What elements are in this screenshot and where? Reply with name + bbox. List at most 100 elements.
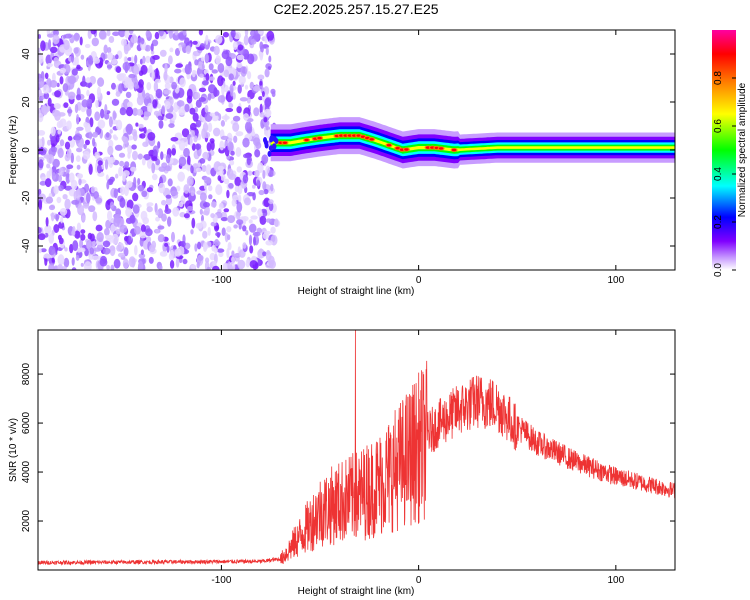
heatmap-noise-cell <box>78 247 86 253</box>
heatmap-noise-cell <box>158 120 164 129</box>
heatmap-noise-cell <box>268 55 272 63</box>
heatmap-noise-cell <box>108 116 113 128</box>
heatmap-noise-cell <box>180 240 186 248</box>
heatmap-noise-cell <box>38 248 42 254</box>
heatmap-noise-cell <box>157 208 164 219</box>
heatmap-noise-cell <box>51 257 55 263</box>
heatmap-noise-cell <box>257 162 264 174</box>
heatmap-noise-cell <box>207 122 213 133</box>
heatmap-noise-cell <box>117 76 123 82</box>
heatmap-noise-cell <box>215 184 223 196</box>
heatmap-noise-cell <box>89 117 94 128</box>
heatmap-noise-cell <box>170 137 179 142</box>
heatmap-noise-cell <box>200 43 205 48</box>
heatmap-noise-cell <box>190 229 194 235</box>
heatmap-noise-cell <box>145 92 150 100</box>
heatmap-noise-cell <box>87 55 93 65</box>
heatmap-noise-cell <box>220 135 229 140</box>
heatmap-x-ticks: -100 0 100 <box>211 30 625 286</box>
heatmap-noise-cell <box>83 121 88 128</box>
heatmap-noise-cell <box>158 182 166 194</box>
heatmap-noise-cell <box>61 266 67 270</box>
heatmap-noise-cell <box>249 245 254 254</box>
heatmap-noise-cell <box>83 143 87 150</box>
heatmap-noise-cell <box>202 122 209 133</box>
heatmap-noise-cell <box>63 102 69 108</box>
heatmap-noise-cell <box>113 258 121 269</box>
heatmap-noise-cell <box>85 77 91 84</box>
heatmap-noise-cell <box>201 165 207 172</box>
figure-title: C2E2.2025.257.15.27.E25 <box>273 1 438 17</box>
heatmap-noise-cell <box>64 247 68 252</box>
heatmap-noise-cell <box>71 68 78 76</box>
heatmap-noise-cell <box>174 68 182 74</box>
heatmap-noise-cell <box>170 190 179 196</box>
snr-y-tick-label: 6000 <box>21 412 32 435</box>
heatmap-noise-cell <box>187 205 193 212</box>
heatmap-noise-cell <box>142 55 146 64</box>
heatmap-noise-cell <box>219 140 225 151</box>
heatmap-noise-cell <box>151 70 155 81</box>
heatmap-hot-core <box>438 147 444 150</box>
heatmap-noise-cell <box>56 104 61 109</box>
heatmap-y-tick-label: -40 <box>21 238 32 253</box>
heatmap-noise-cell <box>140 224 146 233</box>
heatmap-noise-cell <box>202 80 209 86</box>
heatmap-noise-cell <box>226 132 233 144</box>
heatmap-noise-cell <box>203 131 211 139</box>
heatmap-noise-cell <box>112 134 117 140</box>
heatmap-noise-cell <box>244 84 249 90</box>
heatmap-noise-cell <box>217 75 224 87</box>
heatmap-noise-cell <box>53 30 59 37</box>
heatmap-noise-cell <box>64 198 71 210</box>
colorbar-tick-label: 0.2 <box>713 215 724 229</box>
heatmap-hot-core <box>365 136 370 140</box>
heatmap-noise-cell <box>264 68 270 78</box>
heatmap-noise-cell <box>254 262 259 270</box>
heatmap-noise-cell <box>119 160 125 167</box>
heatmap-noise-cell <box>107 52 114 61</box>
heatmap-noise-cell <box>145 228 153 237</box>
snr-x-ticks: -100 0 100 <box>211 330 625 586</box>
heatmap-noise-cell <box>254 149 261 158</box>
heatmap-noise-cell <box>223 69 230 78</box>
heatmap-noise-cell <box>146 187 153 193</box>
heatmap-noise-cell <box>232 80 236 86</box>
heatmap-noise-cell <box>264 97 272 107</box>
heatmap-noise-cell <box>160 151 164 161</box>
heatmap-noise-cell <box>174 30 179 36</box>
heatmap-hot-core <box>282 141 288 144</box>
heatmap-noise-cell <box>109 201 115 210</box>
heatmap-noise-cell <box>207 226 211 236</box>
heatmap-noise-cell <box>265 126 271 131</box>
heatmap-noise-cell <box>217 165 225 171</box>
heatmap-noise-cell <box>105 174 109 181</box>
heatmap-noise-cell <box>148 64 153 74</box>
heatmap-noise-cell <box>155 229 160 234</box>
heatmap-noise-cell <box>246 158 251 166</box>
heatmap-noise-cell <box>158 265 163 270</box>
heatmap-noise-cell <box>141 190 148 197</box>
heatmap-noise-cell <box>112 31 120 37</box>
heatmap-noise-cell <box>140 210 148 221</box>
heatmap-noise-cell <box>165 194 172 199</box>
heatmap-noise-cell <box>140 249 144 255</box>
heatmap-noise-cell <box>167 216 172 227</box>
colorbar-tick-label: 0.4 <box>713 167 724 181</box>
heatmap-noise-cell <box>232 194 240 201</box>
heatmap-noise-cell <box>182 30 187 36</box>
heatmap-noise-cell <box>175 63 183 68</box>
heatmap-noise-cell <box>176 185 181 192</box>
heatmap-noise-cell <box>221 50 230 60</box>
heatmap-noise-cell <box>210 140 215 151</box>
heatmap-noise-cell <box>123 43 129 55</box>
heatmap-noise-cell <box>132 150 138 161</box>
snr-y-tick-label: 8000 <box>21 363 32 386</box>
heatmap-noise-cell <box>123 247 129 257</box>
heatmap-noise-cell <box>117 252 125 258</box>
heatmap-noise-cell <box>92 131 98 138</box>
heatmap-noise-cell <box>164 82 172 90</box>
heatmap-noise-cell <box>142 141 149 148</box>
heatmap-noise-cell <box>51 172 57 180</box>
heatmap-noise-cell <box>221 227 226 236</box>
